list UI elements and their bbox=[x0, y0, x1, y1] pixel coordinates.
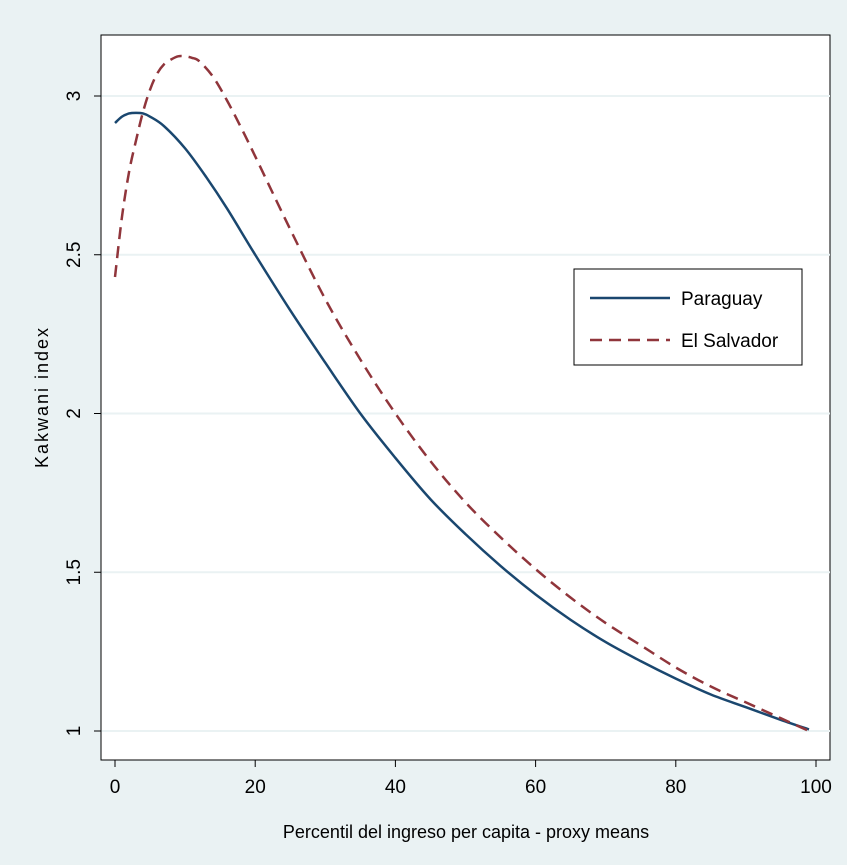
y-axis-title: Kakwani index bbox=[32, 326, 52, 468]
y-axis-ticks: 1 1.5 2 2.5 3 bbox=[64, 91, 101, 737]
grid bbox=[101, 95, 830, 732]
legend-label-el-salvador: El Salvador bbox=[681, 331, 779, 352]
xtick-label-1: 20 bbox=[245, 777, 266, 798]
ytick-label-1: 1.5 bbox=[64, 559, 85, 585]
legend: Paraguay El Salvador bbox=[573, 268, 803, 366]
series-line-paraguay bbox=[114, 111, 810, 731]
x-axis-ticks: 0 20 40 60 80 100 bbox=[110, 760, 832, 798]
xtick-label-3: 60 bbox=[525, 777, 546, 798]
series-line-el-salvador bbox=[113, 54, 810, 733]
ytick-label-4: 3 bbox=[64, 91, 85, 102]
legend-label-paraguay: Paraguay bbox=[681, 289, 763, 310]
xtick-label-2: 40 bbox=[385, 777, 406, 798]
legend-box bbox=[573, 268, 803, 366]
xtick-label-0: 0 bbox=[110, 777, 121, 798]
x-axis-title: Percentil del ingreso per capita - proxy… bbox=[283, 822, 649, 842]
xtick-label-4: 80 bbox=[665, 777, 686, 798]
ytick-label-2: 2 bbox=[64, 408, 85, 419]
plot-region bbox=[100, 34, 831, 761]
series-group bbox=[113, 54, 810, 733]
ytick-label-3: 2.5 bbox=[64, 242, 85, 268]
xtick-label-5: 100 bbox=[800, 777, 832, 798]
ytick-label-0: 1 bbox=[64, 726, 85, 737]
